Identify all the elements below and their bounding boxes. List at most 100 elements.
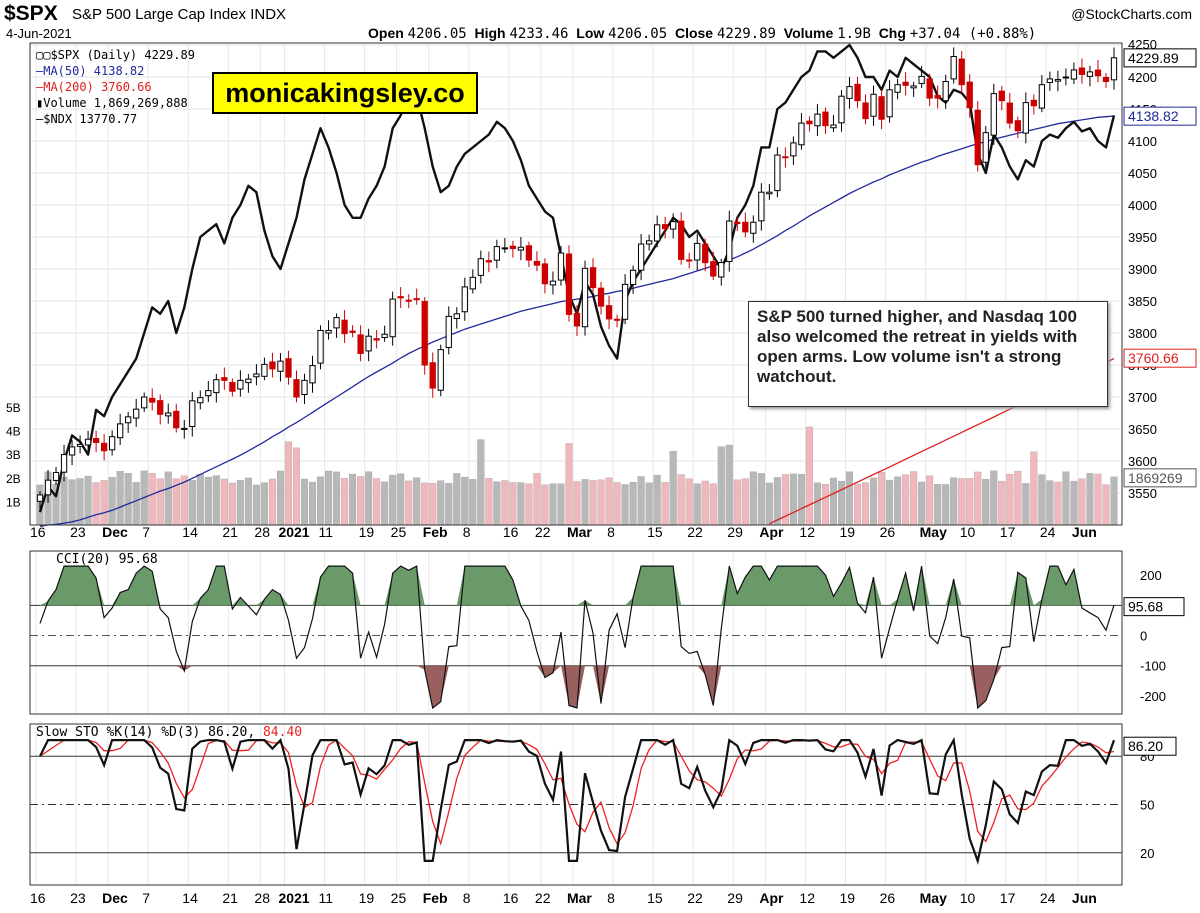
panel-frame — [29, 42, 1123, 526]
candle-body — [349, 330, 356, 333]
date-tick-label: 29 — [727, 890, 743, 906]
exchange-code: INDX — [250, 6, 287, 23]
legend-spx[interactable]: ▢▢$SPX (Daily) 4229.89 — [36, 48, 195, 62]
candle-body — [333, 317, 340, 329]
price-tick-label: 3950 — [1128, 230, 1157, 245]
symbol-title: $SPX — [4, 2, 58, 25]
candle-body — [1102, 76, 1110, 82]
volume-bar — [276, 470, 284, 526]
date-tick-label: Dec — [102, 524, 128, 540]
candle-body — [373, 338, 380, 341]
candle-body — [197, 397, 204, 404]
candle-body — [758, 191, 765, 222]
date-tick-label: May — [920, 890, 947, 906]
volume-bar — [1014, 470, 1022, 526]
candle-body — [934, 95, 941, 99]
volume-bar — [341, 478, 349, 526]
date-tick-label: 23 — [70, 890, 86, 906]
candle-body — [133, 408, 140, 419]
candle-body — [44, 479, 52, 496]
volume-bar — [621, 484, 629, 526]
date-tick-label: 8 — [463, 524, 471, 540]
candle-body — [245, 378, 252, 384]
sto-value-box — [1123, 736, 1177, 756]
legend-ndx[interactable]: —$NDX 13770.77 — [36, 112, 137, 126]
candle-body — [998, 90, 1005, 102]
candle-body — [541, 263, 549, 285]
volume-bar — [910, 471, 918, 526]
candle-body — [277, 360, 284, 372]
volume-bar — [797, 474, 805, 526]
candle-body — [405, 299, 412, 302]
date-tick-label: Apr — [759, 524, 784, 540]
volume-bar — [637, 476, 645, 526]
annotation-box: S&P 500 turned higher, and Nasdaq 100 al… — [748, 301, 1108, 407]
volume-bar — [878, 472, 886, 526]
candle-body — [1078, 67, 1086, 75]
date-tick-label: 22 — [687, 890, 703, 906]
volume-bar — [982, 479, 990, 526]
line-icon: — — [36, 80, 44, 94]
volume-bar — [260, 482, 268, 526]
candle-body — [694, 242, 701, 261]
volume-bar — [196, 473, 204, 526]
ma50-price-tag-label: 4138.82 — [1128, 108, 1179, 124]
legend-ma200-text: MA(200) 3760.66 — [43, 80, 152, 94]
volume-bar — [645, 482, 653, 526]
candle-body — [926, 78, 933, 99]
legend-ma200[interactable]: —MA(200) 3760.66 — [36, 80, 152, 94]
date-tick-label: 17 — [1000, 890, 1016, 906]
candle-body — [221, 377, 228, 381]
volume-bar — [437, 480, 445, 526]
volume-bar — [300, 478, 309, 526]
legend-ma50[interactable]: —MA(50) 4138.82 — [36, 64, 144, 78]
candle-body — [485, 260, 492, 263]
volume-bar — [108, 477, 116, 526]
candle-body — [181, 427, 188, 430]
date-tick-label: Mar — [567, 524, 592, 540]
volume-bar — [1062, 471, 1070, 526]
volume-bar — [749, 471, 757, 526]
date-tick-label: Apr — [759, 890, 784, 906]
candle-body — [453, 313, 460, 319]
candle-body — [108, 436, 116, 451]
source-credit[interactable]: @StockCharts.com — [1071, 6, 1192, 22]
open-value: 4206.05 — [407, 26, 467, 42]
price-tick-label: 4100 — [1128, 134, 1157, 149]
sto-k-line — [39, 736, 1116, 865]
volume-bar — [1022, 483, 1030, 526]
candle-body — [261, 363, 268, 377]
volume-bar — [581, 479, 589, 526]
volume-bar — [685, 478, 693, 526]
legend-volume[interactable]: ▮Volume 1,869,269,888 — [36, 96, 188, 110]
volume-bar — [292, 447, 300, 526]
volume-bar — [1054, 481, 1062, 526]
volume-bar — [501, 480, 509, 526]
volume-bar — [990, 470, 998, 526]
date-tick-label: 22 — [535, 524, 551, 540]
volume-bar — [974, 471, 982, 526]
date-tick-label: 24 — [1040, 890, 1056, 906]
date-tick-label: Jun — [1072, 890, 1097, 906]
candle-icon: ▢▢ — [36, 48, 51, 62]
volume-bar — [252, 484, 260, 526]
date-tick-label: 29 — [727, 524, 743, 540]
price-tick-label: 4200 — [1128, 70, 1157, 85]
candle-body — [854, 83, 861, 102]
panel-frame — [29, 723, 1123, 886]
volume-bar — [373, 478, 381, 526]
candle-body — [565, 253, 573, 315]
ohlc-bar: Open 4206.05 High 4233.46 Low 4206.05 Cl… — [368, 25, 1036, 42]
volume-bar — [1070, 480, 1078, 526]
candle-body — [157, 400, 164, 415]
candle-body — [902, 81, 909, 86]
candle-body — [613, 318, 621, 321]
date-tick-label: 8 — [607, 890, 615, 906]
candle-body — [461, 286, 468, 313]
close-label: Close — [674, 25, 714, 41]
candle-body — [1038, 84, 1046, 109]
date-tick-label: 24 — [1040, 524, 1056, 540]
candle-body — [702, 243, 709, 264]
volume-bar — [405, 480, 413, 526]
